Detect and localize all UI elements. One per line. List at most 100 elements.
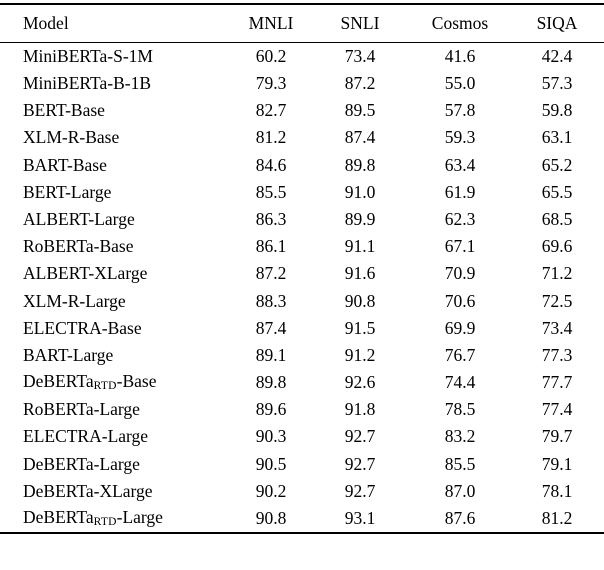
score-cell-cosmos: 74.4 (444, 372, 476, 393)
score-cell-siqa: 73.4 (541, 317, 573, 338)
score-cell-siqa: 78.1 (541, 480, 573, 501)
score-cell-snli: 90.8 (344, 290, 376, 311)
score-cell-mnli: 90.5 (255, 453, 287, 474)
score-cell-cosmos: 70.9 (444, 263, 476, 284)
table-row: BERT-Large 85.5 91.0 61.9 65.5 (0, 179, 604, 206)
table-row: DeBERTa-Large 90.5 92.7 85.5 79.1 (0, 451, 604, 478)
table-row: DeBERTa-XLarge 90.2 92.7 87.0 78.1 (0, 478, 604, 505)
score-cell-mnli: 81.2 (255, 127, 287, 148)
table-row: MiniBERTa-S-1M 60.2 73.4 41.6 42.4 (0, 43, 604, 71)
score-cell-siqa: 79.1 (541, 453, 573, 474)
model-name-cell: ELECTRA-Base (23, 317, 142, 338)
score-cell-siqa: 57.3 (541, 73, 573, 94)
column-header-mnli: MNLI (248, 12, 294, 33)
table-row: ALBERT-XLarge 87.2 91.6 70.9 71.2 (0, 261, 604, 288)
table-row: BERT-Base 82.7 89.5 57.8 59.8 (0, 97, 604, 124)
score-cell-snli: 91.6 (344, 263, 376, 284)
score-cell-snli: 91.2 (344, 344, 376, 365)
score-cell-cosmos: 62.3 (444, 208, 476, 229)
column-header-snli: SNLI (340, 12, 380, 33)
model-name-cell: DeBERTa-XLarge (23, 480, 153, 501)
model-name-cell: DeBERTa-Large (23, 453, 140, 474)
score-cell-snli: 91.1 (344, 236, 376, 257)
score-cell-snli: 73.4 (344, 45, 376, 66)
score-cell-siqa: 71.2 (541, 263, 573, 284)
score-cell-siqa: 65.5 (541, 181, 573, 202)
score-cell-mnli: 86.3 (255, 208, 287, 229)
score-cell-mnli: 90.3 (255, 426, 287, 447)
paper-page: Model MNLI SNLI Cosmos SIQA MiniBERTa-S-1M 6… (0, 3, 604, 570)
model-name-cell: BERT-Large (23, 181, 112, 202)
score-cell-mnli: 88.3 (255, 290, 287, 311)
score-cell-mnli: 89.1 (255, 344, 287, 365)
model-name-cell: XLM-R-Base (23, 127, 120, 148)
score-cell-cosmos: 67.1 (444, 236, 476, 257)
score-cell-snli: 89.5 (344, 100, 376, 121)
model-name-cell: MiniBERTa-B-1B (23, 73, 152, 94)
score-cell-mnli: 89.6 (255, 399, 287, 420)
score-cell-siqa: 63.1 (541, 127, 573, 148)
score-cell-mnli: 84.6 (255, 154, 287, 175)
score-cell-cosmos: 85.5 (444, 453, 476, 474)
score-cell-mnli: 85.5 (255, 181, 287, 202)
score-cell-snli: 92.7 (344, 453, 376, 474)
table-row: XLM-R-Large 88.3 90.8 70.6 72.5 (0, 288, 604, 315)
model-name-cell: DeBERTaRTD-Large (23, 507, 163, 528)
score-cell-cosmos: 83.2 (444, 426, 476, 447)
score-cell-cosmos: 70.6 (444, 290, 476, 311)
model-name-cell: ELECTRA-Large (23, 426, 149, 447)
score-cell-cosmos: 57.8 (444, 100, 476, 121)
score-cell-mnli: 79.3 (255, 73, 287, 94)
table-row: RoBERTa-Large 89.6 91.8 78.5 77.4 (0, 396, 604, 423)
score-cell-cosmos: 78.5 (444, 399, 476, 420)
column-header-model: Model (23, 12, 69, 33)
model-name-cell: BART-Base (23, 154, 107, 175)
score-cell-cosmos: 87.0 (444, 480, 476, 501)
model-name-cell: XLM-R-Large (23, 290, 126, 311)
table-row: MiniBERTa-B-1B 79.3 87.2 55.0 57.3 (0, 70, 604, 97)
score-cell-snli: 87.4 (344, 127, 376, 148)
score-cell-siqa: 81.2 (541, 508, 573, 529)
table-row: BART-Base 84.6 89.8 63.4 65.2 (0, 152, 604, 179)
score-cell-cosmos: 61.9 (444, 181, 476, 202)
model-name-cell: BART-Large (23, 344, 114, 365)
score-cell-siqa: 77.3 (541, 344, 573, 365)
score-cell-siqa: 42.4 (541, 45, 573, 66)
table-row: DeBERTaRTD-Large 90.8 93.1 87.6 81.2 (0, 505, 604, 533)
score-cell-siqa: 69.6 (541, 236, 573, 257)
model-name-cell: ALBERT-Large (23, 208, 135, 229)
score-cell-cosmos: 63.4 (444, 154, 476, 175)
model-name-cell: ALBERT-XLarge (23, 263, 148, 284)
score-cell-siqa: 59.8 (541, 100, 573, 121)
score-cell-siqa: 77.7 (541, 372, 573, 393)
column-header-cosmos: Cosmos (431, 12, 489, 33)
table-row: XLM-R-Base 81.2 87.4 59.3 63.1 (0, 125, 604, 152)
score-cell-snli: 87.2 (344, 73, 376, 94)
score-cell-siqa: 68.5 (541, 208, 573, 229)
score-cell-snli: 89.9 (344, 208, 376, 229)
score-cell-mnli: 90.2 (255, 480, 287, 501)
score-cell-siqa: 79.7 (541, 426, 573, 447)
score-cell-mnli: 60.2 (255, 45, 287, 66)
model-name-subscript: RTD (93, 380, 117, 393)
score-cell-cosmos: 59.3 (444, 127, 476, 148)
score-cell-snli: 89.8 (344, 154, 376, 175)
table-row: ALBERT-Large 86.3 89.9 62.3 68.5 (0, 206, 604, 233)
score-cell-snli: 93.1 (344, 508, 376, 529)
score-cell-snli: 92.6 (344, 372, 376, 393)
score-cell-siqa: 72.5 (541, 290, 573, 311)
model-benchmark-results-table: Model MNLI SNLI Cosmos SIQA MiniBERTa-S-1M 6… (0, 3, 604, 535)
table-header-row: Model MNLI SNLI Cosmos SIQA (0, 4, 604, 43)
score-cell-snli: 91.8 (344, 399, 376, 420)
score-cell-snli: 91.5 (344, 317, 376, 338)
score-cell-cosmos: 55.0 (444, 73, 476, 94)
table-row: ELECTRA-Large 90.3 92.7 83.2 79.7 (0, 424, 604, 451)
model-name-cell: RoBERTa-Large (23, 399, 140, 420)
column-header-siqa: SIQA (536, 12, 578, 33)
score-cell-siqa: 65.2 (541, 154, 573, 175)
model-name-cell: MiniBERTa-S-1M (23, 45, 153, 66)
score-cell-mnli: 82.7 (255, 100, 287, 121)
score-cell-snli: 91.0 (344, 181, 376, 202)
score-cell-cosmos: 69.9 (444, 317, 476, 338)
score-cell-mnli: 87.4 (255, 317, 287, 338)
